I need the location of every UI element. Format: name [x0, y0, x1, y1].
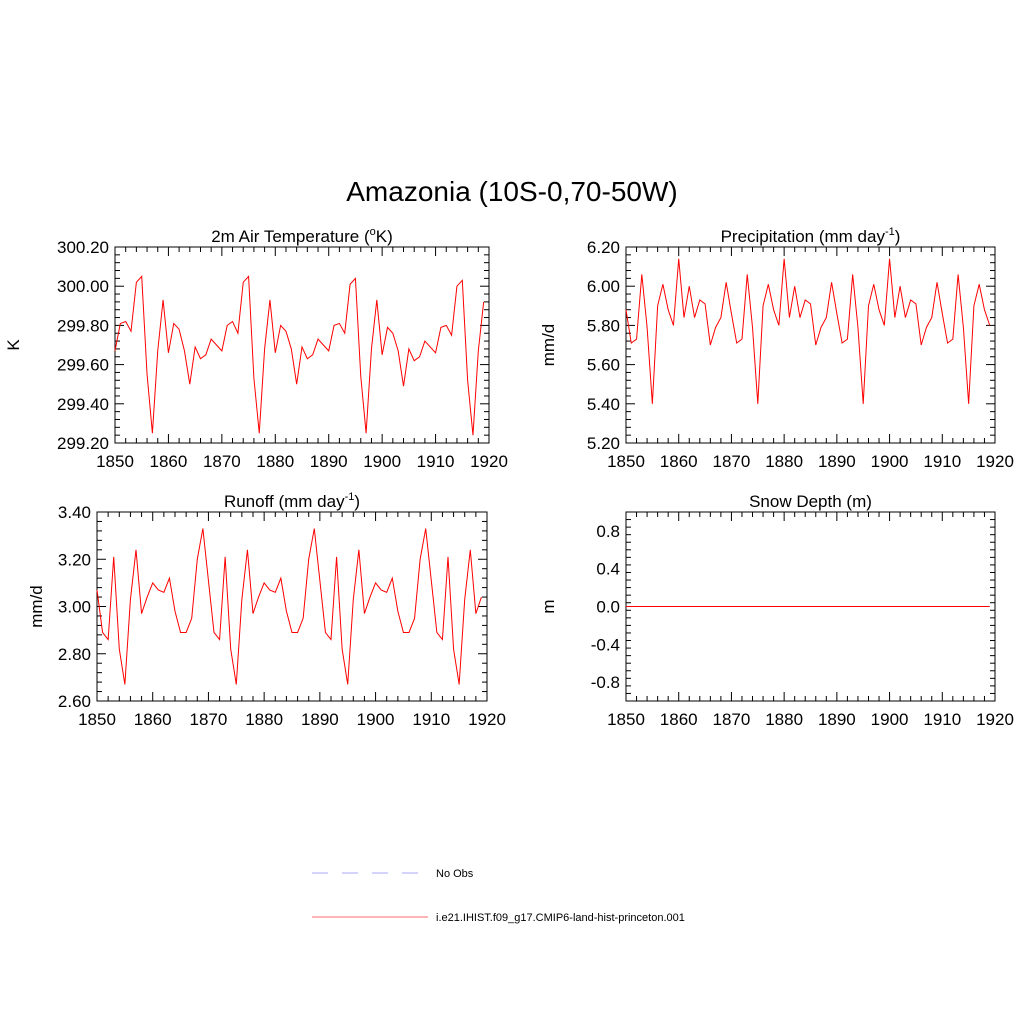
- series-line: [625, 258, 991, 404]
- panel-title: Precipitation (mm day-1): [721, 226, 901, 246]
- figure-title: Amazonia (10S-0,70-50W): [346, 176, 677, 207]
- x-tick-label: 1860: [660, 710, 698, 729]
- y-axis-label: mm/d: [539, 324, 558, 367]
- y-tick-label: 0.4: [596, 560, 620, 579]
- x-tick-label: 1870: [713, 452, 751, 471]
- y-tick-label: -0.8: [591, 673, 620, 692]
- y-tick-label: 299.80: [57, 316, 109, 335]
- x-tick-label: 1850: [78, 710, 116, 729]
- x-tick-label: 1850: [96, 452, 134, 471]
- y-tick-label: 5.40: [587, 395, 620, 414]
- x-tick-label: 1920: [468, 710, 506, 729]
- x-tick-label: 1920: [470, 452, 508, 471]
- y-tick-label: 2.60: [58, 692, 91, 711]
- plot-frame: [625, 246, 996, 444]
- x-tick-label: 1870: [190, 710, 228, 729]
- panel-title: 2m Air Temperature (oK): [211, 226, 393, 246]
- panel-title: Runoff (mm day-1): [224, 491, 360, 511]
- x-tick-label: 1880: [245, 710, 283, 729]
- x-tick-label: 1920: [976, 710, 1014, 729]
- x-tick-label: 1910: [923, 452, 961, 471]
- x-tick-label: 1900: [363, 452, 401, 471]
- x-tick-label: 1860: [150, 452, 188, 471]
- panel-precipitation: Precipitation (mm day-1) 1850 1860 1870 1880…: [539, 226, 1014, 471]
- y-tick-label: 5.80: [587, 316, 620, 335]
- y-tick-label: 3.40: [58, 503, 91, 522]
- y-tick-label: 2.80: [58, 645, 91, 664]
- y-tick-label: 5.60: [587, 356, 620, 375]
- y-tick-label: 299.20: [57, 434, 109, 453]
- x-tick-label: 1910: [417, 452, 455, 471]
- x-tick-label: 1860: [660, 452, 698, 471]
- y-tick-label: 6.20: [587, 238, 620, 257]
- panel-snow-depth: Snow Depth (m) 1850 1860 1870 1880 1890 1900 19…: [539, 492, 1014, 729]
- y-tick-label: 6.00: [587, 277, 620, 296]
- y-axis-label: mm/d: [27, 585, 46, 628]
- y-tick-label: 299.60: [57, 356, 109, 375]
- y-tick-label: 3.20: [58, 550, 91, 569]
- y-tick-label: 3.00: [58, 598, 91, 617]
- y-tick-label: 300.20: [57, 238, 109, 257]
- legend-label-no-obs: No Obs: [436, 868, 474, 880]
- x-tick-label: 1870: [203, 452, 241, 471]
- x-tick-label: 1900: [871, 452, 909, 471]
- y-tick-label: 0.8: [596, 522, 620, 541]
- panel-title: Snow Depth (m): [749, 492, 872, 511]
- x-tick-label: 1870: [713, 710, 751, 729]
- x-tick-label: 1860: [134, 710, 172, 729]
- x-tick-label: 1900: [357, 710, 395, 729]
- legend: No Obs i.e21.IHIST.f09_g17.CMIP6-land-hi…: [312, 868, 685, 924]
- x-tick-label: 1880: [765, 710, 803, 729]
- x-tick-label: 1900: [871, 710, 909, 729]
- plot-frame: [96, 511, 488, 702]
- x-tick-label: 1850: [607, 452, 645, 471]
- series-line: [114, 275, 485, 436]
- y-tick-label: 299.40: [57, 395, 109, 414]
- y-tick-label: 300.00: [57, 277, 109, 296]
- panel-air-temperature: 2m Air Temperature (oK) 1850 1860 1870 1880 1…: [4, 226, 508, 471]
- y-axis-label: m: [539, 599, 558, 613]
- y-axis-label: K: [4, 339, 23, 351]
- x-tick-label: 1890: [310, 452, 348, 471]
- x-tick-label: 1880: [765, 452, 803, 471]
- y-tick-label: 0.0: [596, 598, 620, 617]
- legend-label-model: i.e21.IHIST.f09_g17.CMIP6-land-hist-prin…: [436, 912, 685, 924]
- x-tick-label: 1890: [818, 710, 856, 729]
- y-tick-label: -0.4: [591, 635, 620, 654]
- x-tick-label: 1880: [256, 452, 294, 471]
- plot-frame: [114, 246, 490, 444]
- y-tick-label: 5.20: [587, 434, 620, 453]
- x-tick-label: 1920: [976, 452, 1014, 471]
- x-tick-label: 1890: [818, 452, 856, 471]
- panel-runoff: Runoff (mm day-1) 1850 1860 1870 1880 1890 190…: [27, 491, 506, 729]
- x-tick-label: 1910: [923, 710, 961, 729]
- series-line: [96, 528, 482, 685]
- x-tick-label: 1850: [607, 710, 645, 729]
- x-tick-label: 1910: [412, 710, 450, 729]
- x-tick-label: 1890: [301, 710, 339, 729]
